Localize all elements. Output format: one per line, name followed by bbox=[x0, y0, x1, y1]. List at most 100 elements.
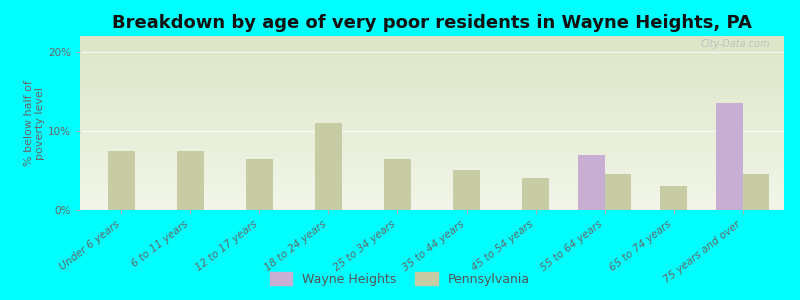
Bar bbox=[80, 149, 784, 150]
Bar bbox=[80, 106, 784, 107]
Bar bbox=[80, 89, 784, 90]
Bar bbox=[80, 142, 784, 143]
Bar bbox=[80, 207, 784, 208]
Bar bbox=[661, 186, 686, 210]
Bar bbox=[80, 51, 784, 52]
Bar bbox=[80, 208, 784, 209]
Bar bbox=[80, 191, 784, 192]
Bar bbox=[80, 152, 784, 153]
Bar bbox=[80, 195, 784, 196]
Bar bbox=[80, 112, 784, 113]
Bar bbox=[80, 39, 784, 40]
Bar bbox=[80, 180, 784, 181]
Bar bbox=[454, 170, 480, 210]
Bar bbox=[80, 97, 784, 98]
Bar bbox=[742, 174, 769, 210]
Bar bbox=[80, 42, 784, 43]
Bar bbox=[80, 163, 784, 164]
Bar bbox=[80, 199, 784, 200]
Bar bbox=[80, 140, 784, 141]
Bar bbox=[80, 53, 784, 54]
Bar bbox=[80, 167, 784, 168]
Bar bbox=[80, 148, 784, 149]
Bar bbox=[80, 82, 784, 83]
Bar bbox=[80, 107, 784, 108]
Bar bbox=[80, 204, 784, 205]
Bar bbox=[80, 69, 784, 70]
Bar bbox=[80, 55, 784, 56]
Bar bbox=[80, 44, 784, 45]
Bar bbox=[80, 116, 784, 117]
Bar bbox=[80, 192, 784, 193]
Bar bbox=[605, 174, 630, 210]
Bar bbox=[80, 113, 784, 114]
Bar bbox=[80, 127, 784, 128]
Bar bbox=[384, 159, 410, 210]
Bar bbox=[80, 85, 784, 86]
Bar bbox=[578, 154, 605, 210]
Bar bbox=[80, 160, 784, 161]
Bar bbox=[80, 60, 784, 61]
Bar bbox=[80, 124, 784, 125]
Bar bbox=[80, 171, 784, 172]
Bar bbox=[80, 94, 784, 95]
Bar bbox=[80, 68, 784, 69]
Bar bbox=[80, 185, 784, 186]
Bar bbox=[80, 95, 784, 96]
Bar bbox=[80, 103, 784, 104]
Bar bbox=[80, 100, 784, 101]
Bar bbox=[80, 189, 784, 190]
Bar bbox=[80, 56, 784, 57]
Bar bbox=[80, 48, 784, 49]
Bar bbox=[80, 158, 784, 159]
Bar bbox=[80, 66, 784, 67]
Bar bbox=[80, 76, 784, 77]
Bar bbox=[80, 141, 784, 142]
Y-axis label: % below half of
poverty level: % below half of poverty level bbox=[23, 80, 45, 166]
Bar bbox=[80, 128, 784, 129]
Bar bbox=[80, 150, 784, 151]
Bar bbox=[80, 80, 784, 81]
Bar bbox=[80, 118, 784, 119]
Bar bbox=[80, 170, 784, 171]
Bar bbox=[80, 70, 784, 71]
Bar bbox=[80, 49, 784, 50]
Bar bbox=[80, 72, 784, 73]
Bar bbox=[80, 40, 784, 41]
Bar bbox=[80, 131, 784, 132]
Bar bbox=[80, 153, 784, 154]
Bar bbox=[80, 143, 784, 144]
Bar bbox=[80, 93, 784, 94]
Bar bbox=[80, 174, 784, 175]
Bar bbox=[80, 57, 784, 58]
Bar bbox=[178, 151, 203, 210]
Bar bbox=[80, 65, 784, 66]
Bar bbox=[80, 160, 784, 161]
Bar bbox=[80, 54, 784, 55]
Bar bbox=[80, 203, 784, 204]
Bar bbox=[80, 45, 784, 46]
Bar bbox=[80, 134, 784, 135]
Bar bbox=[80, 144, 784, 145]
Bar bbox=[522, 178, 549, 210]
Bar bbox=[80, 156, 784, 157]
Bar bbox=[80, 205, 784, 206]
Bar bbox=[80, 200, 784, 201]
Bar bbox=[80, 169, 784, 170]
Bar bbox=[80, 85, 784, 86]
Bar bbox=[80, 101, 784, 102]
Bar bbox=[80, 179, 784, 180]
Bar bbox=[80, 177, 784, 178]
Bar bbox=[80, 188, 784, 189]
Bar bbox=[80, 184, 784, 185]
Bar bbox=[80, 99, 784, 100]
Bar bbox=[80, 147, 784, 148]
Bar bbox=[80, 84, 784, 85]
Bar bbox=[108, 151, 134, 210]
Bar bbox=[80, 178, 784, 179]
Bar bbox=[80, 168, 784, 169]
Bar bbox=[80, 75, 784, 76]
Bar bbox=[80, 135, 784, 136]
Bar bbox=[80, 52, 784, 53]
Bar bbox=[80, 133, 784, 134]
